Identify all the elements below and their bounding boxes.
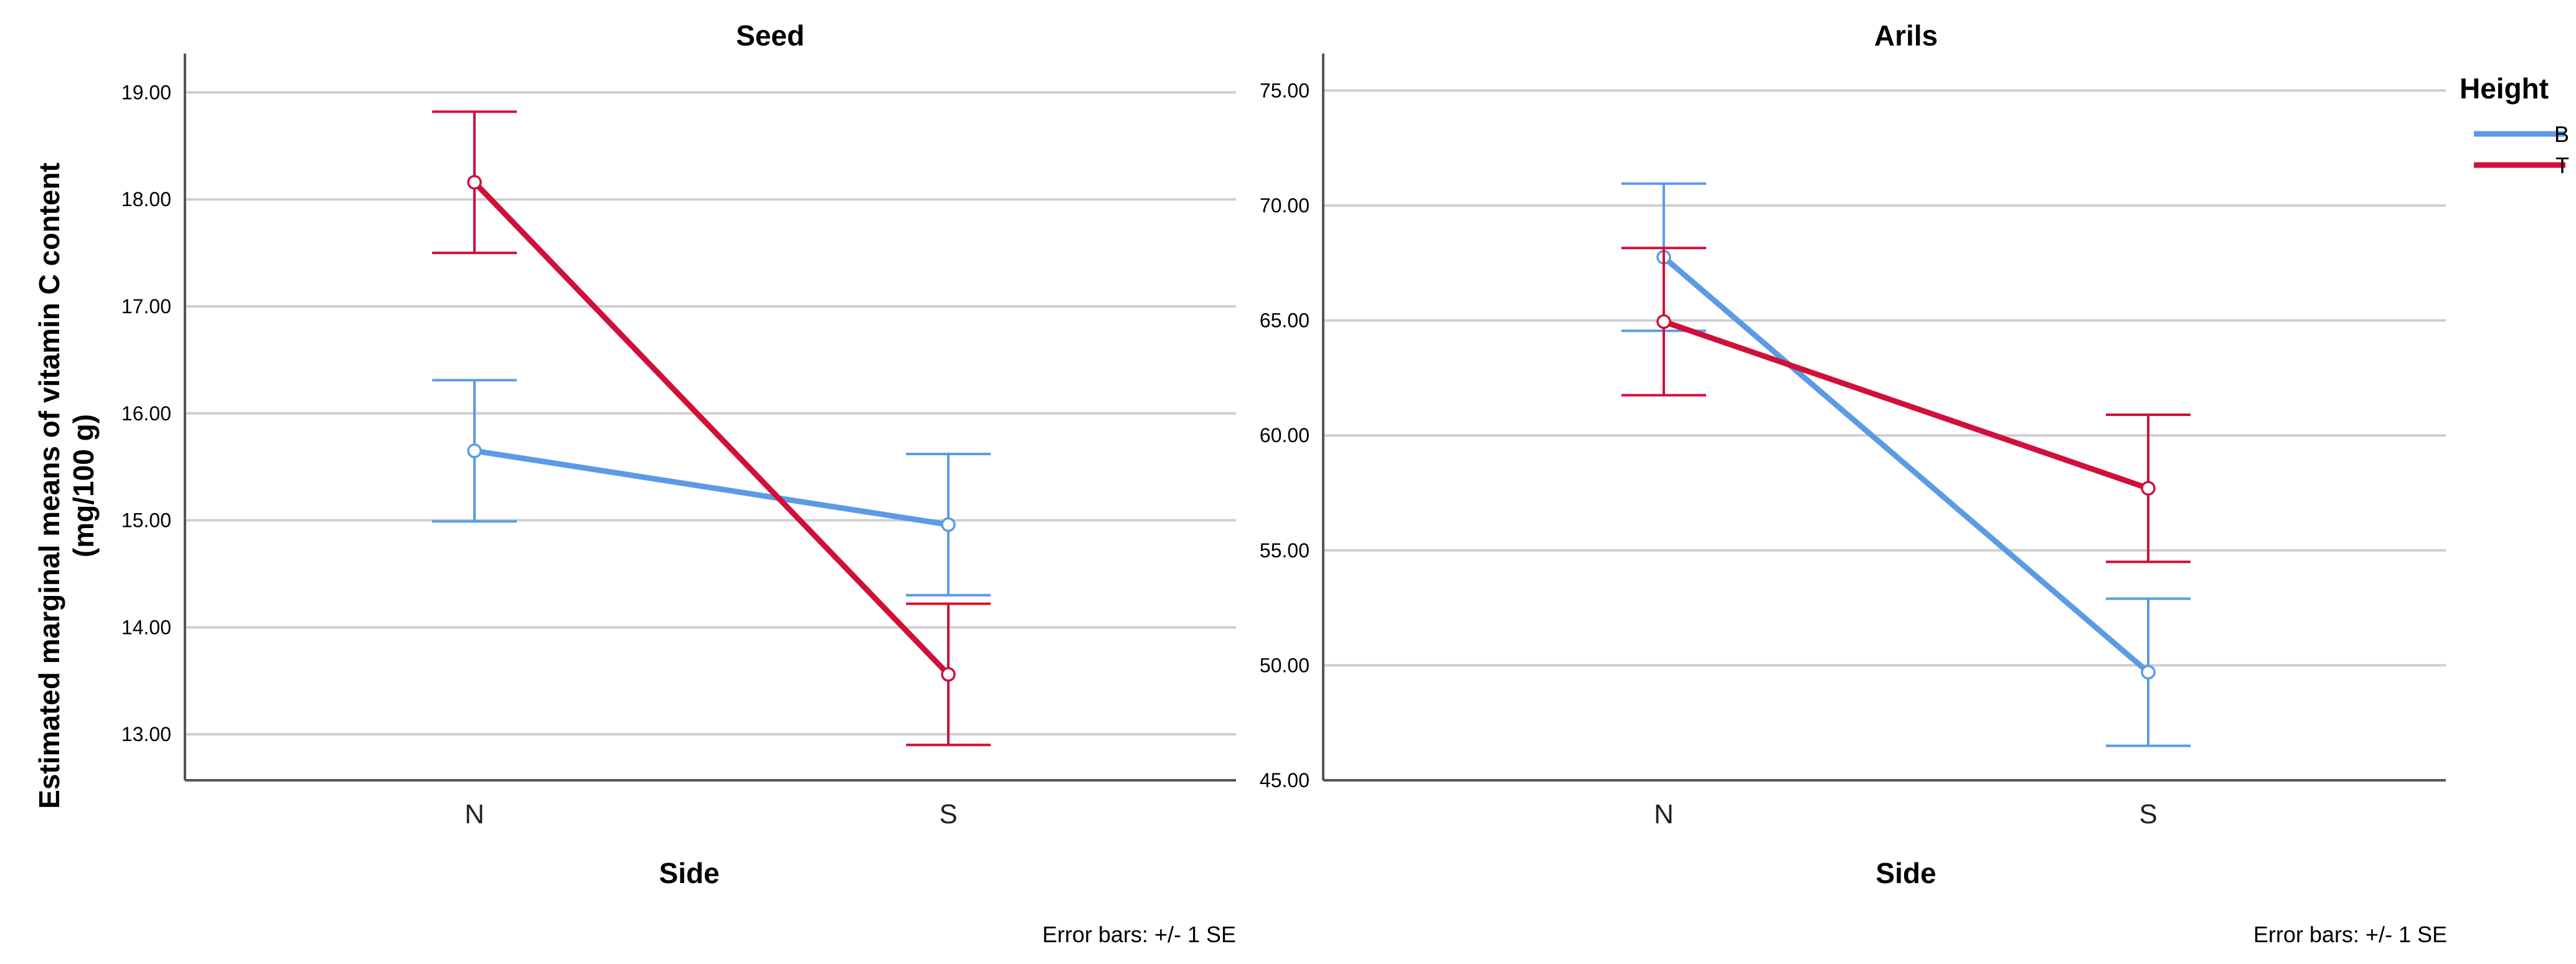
series-b [432,379,991,597]
gridlines [185,91,1236,736]
legend-title: Height [2460,72,2549,105]
y-tick-label: 17.00 [121,295,171,318]
x-tick-label: N [1654,799,1674,829]
y-tick-label: 65.00 [1260,310,1309,332]
axes [1322,54,2446,782]
y-tick-label: 14.00 [121,616,171,638]
x-tick-label: S [2139,799,2157,829]
series-line [1661,254,2151,675]
series-line [471,179,951,678]
y-tick-label: 16.00 [121,402,171,425]
gridlines [1323,89,2446,667]
x-axis-title: Side [1875,857,1936,889]
series-b [1621,182,2191,747]
panel-arils: Arils 45.00 50.00 55.00 60.00 65.00 70.00 75.0… [1260,19,2447,947]
data-point [941,517,956,532]
y-tick-label: 19.00 [121,81,171,103]
legend-label-t: T [2555,153,2569,178]
y-tick-label: 60.00 [1260,424,1309,447]
data-point [941,667,956,682]
panel-title: Arils [1874,19,1938,52]
y-tick-label: 18.00 [121,188,171,210]
legend: Height B T [2460,72,2569,178]
y-tick-labels: 45.00 50.00 55.00 60.00 65.00 70.00 75.00 [1260,79,1309,792]
series-t [432,110,991,747]
error-bar-note: Error bars: +/- 1 SE [1042,922,1236,947]
series-layer [432,110,991,747]
series-line [471,448,951,527]
series-t [1621,247,2191,564]
x-axis-title: Side [659,857,719,889]
y-axis-title: Estimated marginal means of vitamin C co… [33,163,65,809]
y-axis-title-unit: (mg/100 g) [67,414,100,557]
series-line [1661,318,2151,491]
y-tick-label: 13.00 [121,723,171,745]
y-tick-label: 55.00 [1260,539,1309,562]
y-tick-label: 50.00 [1260,654,1309,676]
data-point [1656,314,1671,329]
data-point [2141,664,2156,680]
error-bar-note: Error bars: +/- 1 SE [2253,922,2447,947]
panel-title: Seed [736,19,804,52]
y-tick-label: 45.00 [1260,769,1309,792]
data-point [467,174,482,190]
data-point [2141,481,2156,496]
x-tick-label: S [939,799,957,829]
x-tick-label: N [465,799,484,829]
axes [184,54,1236,782]
y-tick-label: 75.00 [1260,79,1309,102]
y-tick-label: 70.00 [1260,194,1309,217]
y-tick-label: 15.00 [121,509,171,532]
legend-label-b: B [2554,121,2569,147]
data-point [467,443,482,458]
y-tick-labels: 13.00 14.00 15.00 16.00 17.00 18.00 19.00 [121,81,171,745]
series-layer [1621,182,2191,747]
panel-seed: Seed 13.00 14.00 15.00 16.00 17.00 18.00 19.00… [121,19,1236,947]
